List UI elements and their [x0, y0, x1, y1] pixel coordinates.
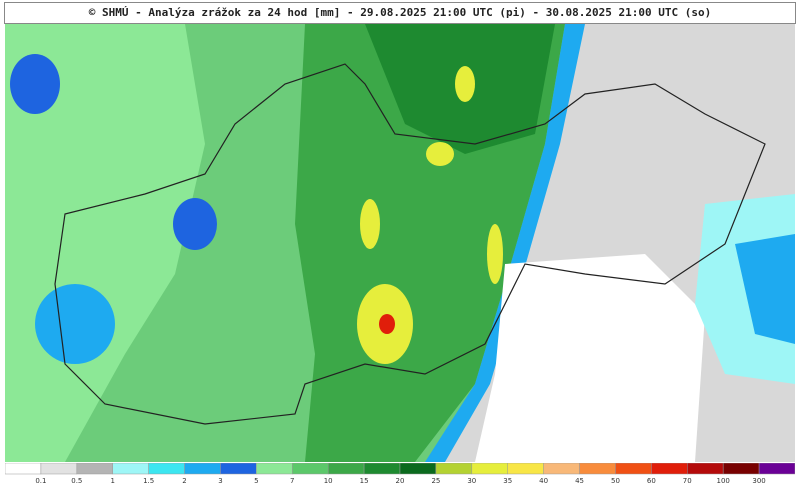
legend-label: 10 — [324, 477, 333, 485]
legend-label: 100 — [716, 477, 729, 485]
blue-patch — [10, 54, 60, 114]
white-area — [475, 254, 705, 462]
legend-swatch — [363, 463, 401, 475]
legend-swatch — [327, 463, 365, 475]
legend-label: 3 — [218, 477, 222, 485]
legend-swatch — [543, 463, 580, 475]
legend-label: 7 — [290, 477, 294, 485]
legend-swatch — [651, 463, 688, 475]
legend-label: 60 — [647, 477, 656, 485]
legend-swatch — [40, 463, 78, 475]
legend-label: 15 — [360, 477, 369, 485]
legend-label: 2 — [182, 477, 186, 485]
legend-label: 30 — [467, 477, 476, 485]
legend-label: 40 — [539, 477, 548, 485]
legend-swatch — [5, 463, 42, 475]
precipitation-map — [5, 24, 795, 462]
legend-label: 70 — [683, 477, 692, 485]
legend-label: 5 — [254, 477, 258, 485]
legend-label: 0.5 — [71, 477, 82, 485]
yellow-patch — [455, 66, 475, 102]
legend-swatch — [758, 463, 795, 475]
legend-label: 45 — [575, 477, 584, 485]
yellow-patch — [426, 142, 454, 166]
blue-patch — [35, 284, 115, 364]
map-title: © SHMÚ - Analýza zrážok za 24 hod [mm] -… — [4, 2, 796, 24]
legend-label: 20 — [396, 477, 405, 485]
legend-swatch — [471, 463, 508, 475]
legend-swatch — [687, 463, 724, 475]
country-border — [54, 63, 766, 425]
legend-swatch — [507, 463, 544, 475]
legend-label: 35 — [503, 477, 512, 485]
legend-swatch — [76, 463, 113, 475]
legend-label: 50 — [611, 477, 620, 485]
blue-patch — [173, 198, 217, 250]
legend-swatch — [399, 463, 437, 475]
legend-swatch — [112, 463, 149, 475]
legend-label: 25 — [431, 477, 440, 485]
legend-swatch — [722, 463, 760, 475]
color-legend: 0.1 0.5 1 1.5 2 3 5 7 10 15 20 25 30 35 40 45 50 60 70 100 3… — [5, 463, 795, 485]
legend-swatch — [579, 463, 616, 475]
yellow-patch — [487, 224, 503, 284]
legend-swatch — [435, 463, 473, 475]
yellow-patch — [360, 199, 380, 249]
red-patch — [379, 314, 395, 334]
legend-label: 0.1 — [35, 477, 46, 485]
legend-swatch — [615, 463, 652, 475]
legend-swatch — [292, 463, 329, 475]
legend-label: 1.5 — [143, 477, 154, 485]
legend-label: 300 — [752, 477, 765, 485]
legend-label: 1 — [110, 477, 114, 485]
legend-swatch — [184, 463, 221, 475]
blue-area — [735, 234, 795, 344]
legend-swatch — [256, 463, 293, 475]
legend-swatch — [220, 463, 257, 475]
legend-swatch — [148, 463, 185, 475]
